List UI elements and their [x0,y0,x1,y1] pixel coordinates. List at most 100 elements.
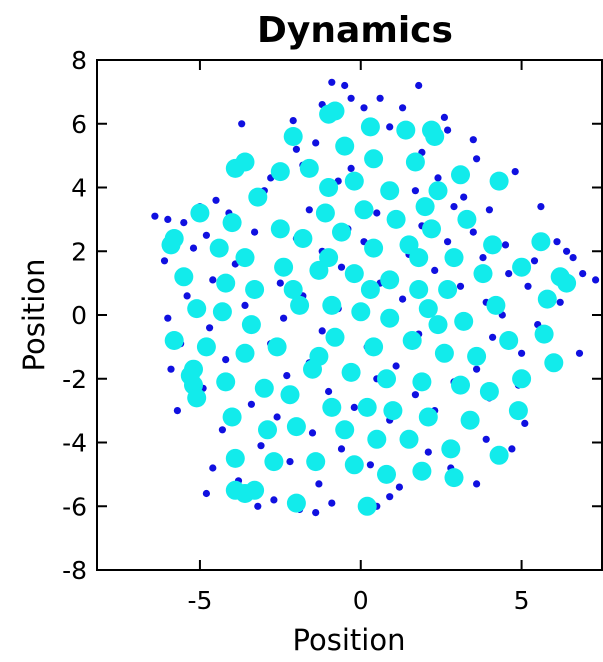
large-point-41 [409,248,429,268]
large-point-105 [286,417,306,437]
small-point-95 [167,365,175,373]
large-point-94 [479,382,499,401]
large-point-114 [344,455,364,475]
small-point-41 [469,228,477,236]
large-point-117 [444,468,464,488]
large-point-25 [415,197,435,217]
small-point-121 [286,458,294,466]
large-point-37 [483,235,503,255]
plot-area [96,59,603,571]
small-point-49 [189,244,198,252]
large-point-90 [341,362,361,382]
large-point-32 [164,229,184,248]
large-point-57 [557,273,577,293]
small-point-34 [450,203,458,211]
small-point-1 [341,81,349,90]
small-point-132 [254,502,262,510]
small-point-120 [209,464,217,472]
large-point-18 [380,181,400,201]
small-point-60 [579,270,587,278]
large-point-19 [428,181,448,201]
small-point-81 [206,324,214,332]
large-point-34 [293,229,313,248]
large-point-122 [357,496,377,516]
large-point-74 [428,315,448,335]
large-point-98 [357,397,377,417]
large-point-109 [441,439,461,459]
x-tick-label: 5 [514,586,530,615]
small-point-61 [592,276,600,284]
small-point-111 [521,419,529,427]
y-tick-label: 6 [71,110,87,139]
large-point-81 [467,346,487,366]
small-point-35 [485,206,493,214]
y-tick-label: 4 [71,174,87,203]
small-point-134 [312,508,320,517]
small-point-4 [376,94,384,102]
small-point-84 [489,333,497,341]
large-point-5 [396,120,416,140]
small-point-12 [444,126,452,134]
large-point-108 [399,429,419,449]
large-point-6 [283,127,303,146]
small-point-29 [164,215,172,223]
small-point-77 [280,314,288,322]
small-point-5 [360,104,368,112]
large-point-63 [418,299,438,319]
y-axis-title: Position [17,259,51,372]
small-point-131 [386,493,394,501]
small-point-115 [482,435,490,443]
y-tick-label: -8 [62,556,87,585]
small-point-102 [411,391,419,399]
small-point-42 [202,231,210,239]
large-point-95 [512,369,532,389]
large-point-12 [405,152,425,172]
large-point-50 [216,273,236,293]
small-point-117 [337,445,346,453]
large-point-14 [451,165,470,185]
small-point-122 [366,461,374,469]
large-point-21 [248,187,268,207]
small-point-104 [247,400,255,408]
small-point-71 [556,298,564,306]
large-point-100 [418,407,438,427]
small-point-33 [373,209,381,217]
large-point-102 [508,401,528,421]
large-point-26 [457,209,477,229]
large-point-80 [434,343,454,363]
small-point-119 [508,445,516,453]
small-point-113 [308,429,317,437]
plot-frame [96,59,603,571]
large-point-96 [280,385,300,405]
large-point-71 [267,337,287,357]
large-point-27 [222,213,242,233]
small-point-107 [173,407,181,415]
large-point-58 [537,289,557,309]
small-point-129 [270,496,278,504]
y-tick-label: -4 [62,429,87,458]
small-point-65 [456,282,465,290]
small-point-118 [424,448,432,456]
small-point-62 [209,276,217,284]
small-point-101 [325,387,333,396]
x-tick-label: 0 [353,586,369,615]
large-point-38 [531,232,551,252]
large-point-15 [489,171,509,191]
large-point-65 [241,315,261,335]
y-tick-label: 8 [71,46,87,75]
large-point-120 [245,480,265,500]
small-point-127 [473,480,481,488]
large-point-87 [216,372,236,392]
large-point-64 [486,295,506,315]
y-tick-label: -2 [62,365,87,394]
small-point-55 [160,257,169,265]
large-point-10 [299,158,319,178]
large-point-46 [380,270,400,290]
small-point-76 [164,314,172,322]
small-point-69 [399,295,407,303]
large-point-20 [190,203,210,223]
large-point-77 [235,343,255,363]
small-point-116 [257,442,265,450]
large-point-61 [290,295,310,315]
